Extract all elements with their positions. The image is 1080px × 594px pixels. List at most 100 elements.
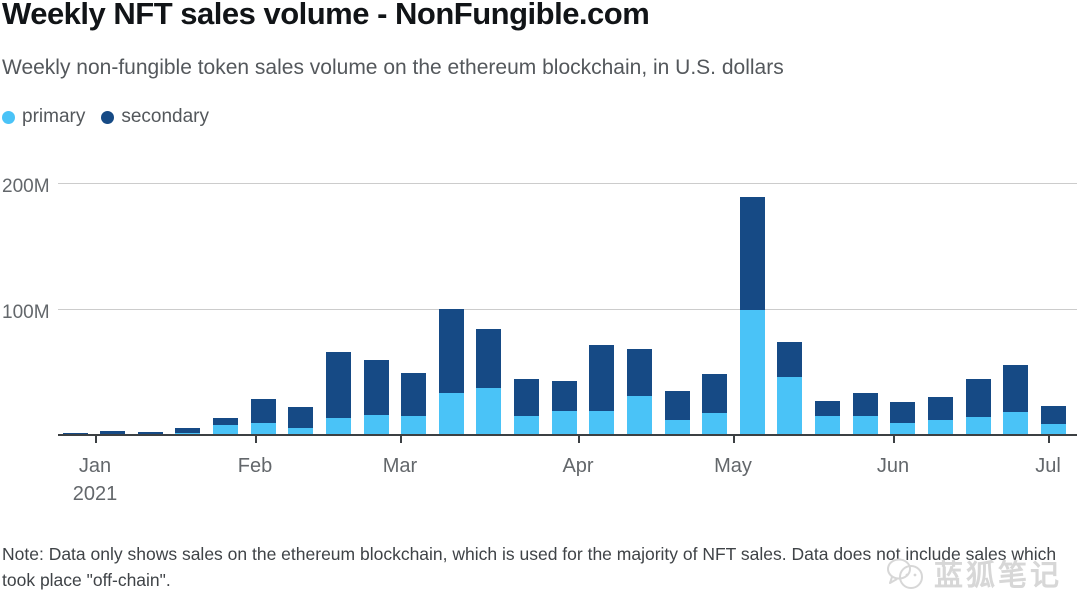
primary-segment (852, 415, 878, 436)
y-tick-label-100M: 100M (2, 302, 50, 323)
legend-label-primary: primary (22, 106, 86, 127)
secondary-segment (589, 345, 615, 411)
primary-segment (739, 310, 765, 436)
secondary-segment (1003, 365, 1029, 413)
primary-segment (363, 414, 389, 436)
footnote: Note: Data only shows sales on the ether… (2, 541, 1077, 593)
x-tick-label-Mar: Mar (382, 455, 418, 477)
primary-segment (815, 416, 841, 436)
secondary-segment (551, 380, 577, 411)
stacked-bar-week-25 (965, 379, 991, 436)
y-tick-label-200M: 200M (2, 176, 50, 197)
x-axis-line (58, 434, 1077, 436)
stacked-bar-week-23 (890, 402, 916, 436)
footnote-line-1: Note: Data only shows sales on the ether… (2, 544, 1057, 564)
stacked-bar-week-7 (288, 407, 314, 436)
secondary-segment (288, 407, 314, 428)
x-tick-label-Jun: Jun (876, 455, 910, 477)
stacked-bar-week-11 (438, 308, 464, 436)
primary-segment (777, 376, 803, 436)
primary-segment (250, 423, 276, 436)
primary-segment (325, 418, 351, 436)
x-tick-May (733, 436, 735, 443)
x-tick-label-May: May (714, 455, 752, 477)
primary-segment (1003, 412, 1029, 436)
stacked-bar-week-20 (777, 341, 803, 436)
secondary-segment (815, 400, 841, 417)
primary-segment (927, 419, 953, 436)
x-tick-label-Apr: Apr (562, 455, 594, 477)
secondary-segment (175, 427, 201, 433)
primary-segment (514, 416, 540, 436)
stacked-bar-chart: 100M 200M (0, 156, 1080, 436)
primary-segment (626, 395, 652, 436)
secondary-segment (476, 328, 502, 389)
primary-segment (476, 388, 502, 436)
secondary-series-dot-icon (101, 110, 115, 124)
secondary-segment (363, 360, 389, 415)
stacked-bar-week-15 (589, 345, 615, 436)
secondary-segment (702, 374, 728, 414)
secondary-segment (325, 351, 351, 419)
stacked-bar-week-13 (514, 379, 540, 436)
legend-label-secondary: secondary (121, 106, 210, 127)
stacked-bar-week-22 (852, 393, 878, 436)
watermark: 蓝狐笔记 (886, 552, 1062, 594)
legend-item-primary: primary (2, 106, 85, 128)
primary-series-dot-icon (2, 110, 15, 124)
stacked-bar-week-19 (739, 196, 765, 436)
x-tick-label-Feb: Feb (237, 455, 273, 477)
page-title: Weekly NFT sales volume - NonFungible.co… (2, 0, 650, 31)
secondary-segment (927, 396, 953, 420)
stacked-bar-week-16 (626, 349, 652, 436)
primary-segment (589, 410, 615, 436)
x-tick-label-Jul: Jul (1035, 455, 1061, 477)
stacked-bar-week-18 (702, 374, 728, 436)
secondary-segment (438, 308, 464, 394)
primary-segment (1040, 424, 1066, 436)
primary-segment (702, 413, 728, 436)
chart-subtitle: Weekly non-fungible token sales volume o… (2, 56, 784, 79)
secondary-segment (890, 402, 916, 424)
primary-segment (965, 417, 991, 436)
secondary-segment (401, 373, 427, 417)
x-tick-label-Jan: Jan 2021 (72, 455, 118, 505)
secondary-segment (213, 418, 239, 425)
primary-segment (213, 424, 239, 436)
primary-segment (438, 393, 464, 436)
legend-item-secondary: secondary (101, 106, 209, 128)
x-tick-Jun (893, 436, 895, 443)
gridline-200M (58, 183, 1077, 184)
stacked-bar-week-8 (325, 351, 351, 436)
footnote-line-2: took place "off-chain". (2, 570, 171, 590)
secondary-segment (739, 196, 765, 310)
secondary-segment (664, 390, 690, 420)
x-tick-Mar (400, 436, 402, 443)
gridline-100M (58, 309, 1077, 310)
primary-segment (551, 410, 577, 436)
stacked-bar-week-9 (363, 360, 389, 436)
stacked-bar-week-6 (250, 399, 276, 436)
primary-segment (890, 423, 916, 436)
stacked-bar-week-26 (1003, 365, 1029, 436)
secondary-segment (852, 393, 878, 416)
primary-segment (664, 419, 690, 436)
secondary-segment (626, 349, 652, 396)
secondary-segment (777, 341, 803, 377)
stacked-bar-week-5 (213, 418, 239, 436)
x-tick-Feb (255, 436, 257, 443)
x-tick-Apr (578, 436, 580, 443)
fox-chat-logo-icon (886, 558, 923, 589)
stacked-bar-week-17 (664, 390, 690, 436)
primary-segment (401, 416, 427, 436)
primary-segment (288, 427, 314, 436)
secondary-segment (514, 379, 540, 417)
watermark-text: 蓝狐笔记 (933, 560, 1062, 592)
stacked-bar-week-10 (401, 373, 427, 436)
secondary-segment (965, 379, 991, 418)
stacked-bar-week-24 (927, 396, 953, 436)
stacked-bar-week-21 (815, 400, 841, 436)
secondary-segment (62, 432, 88, 435)
stacked-bar-week-27 (1040, 405, 1066, 436)
secondary-segment (137, 431, 163, 435)
